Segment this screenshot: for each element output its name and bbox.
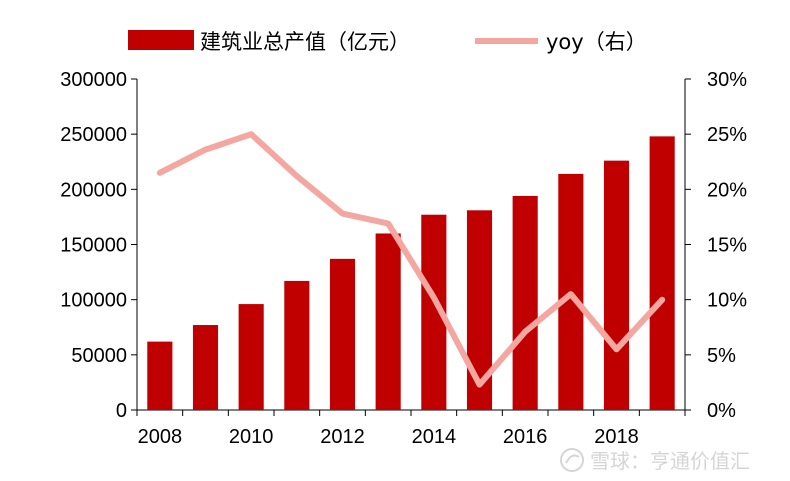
yoy-point-2012 bbox=[342, 213, 343, 215]
y-right-tick-label: 20% bbox=[707, 179, 747, 201]
yoy-point-2015 bbox=[479, 384, 480, 386]
bar-2018 bbox=[603, 160, 630, 410]
yoy-point-2009 bbox=[205, 149, 206, 151]
y-left-tick-label: 50000 bbox=[71, 345, 127, 367]
x-tick-label: 2010 bbox=[229, 426, 274, 448]
y-left-tick-label: 0 bbox=[116, 400, 127, 422]
legend-label-bar: 建筑业总产值（亿元） bbox=[200, 30, 410, 54]
y-right-tick-label: 15% bbox=[707, 235, 747, 257]
bar-series bbox=[147, 136, 675, 410]
legend-swatch-bar bbox=[128, 30, 194, 50]
y-left-tick-label: 250000 bbox=[60, 124, 127, 146]
yoy-point-2018 bbox=[616, 348, 617, 350]
axes: 0 50000 100000 150000 200000 250000 300000 0% 5%… bbox=[60, 69, 747, 448]
bar-2016 bbox=[512, 195, 538, 410]
bar-2009 bbox=[192, 325, 219, 410]
y-right-tick-label: 10% bbox=[707, 290, 747, 312]
yoy-point-2017 bbox=[570, 293, 572, 295]
bar-2010 bbox=[238, 304, 264, 410]
y-right-tick-label: 30% bbox=[707, 69, 747, 91]
y-left-tick-label: 300000 bbox=[60, 69, 127, 91]
legend-label-line: yoy（右） bbox=[546, 30, 647, 54]
y-right-tick-label: 25% bbox=[707, 124, 747, 146]
legend: 建筑业总产值（亿元） yoy（右） bbox=[128, 30, 647, 54]
x-tick-label: 2014 bbox=[412, 426, 457, 448]
bar-2012 bbox=[329, 258, 356, 410]
bar-2011 bbox=[284, 280, 310, 410]
y-left-tick-label: 150000 bbox=[60, 235, 127, 257]
y-right-tick-label: 0% bbox=[707, 400, 736, 422]
bar-2013 bbox=[375, 233, 401, 410]
line-series bbox=[156, 131, 666, 388]
y-left-tick-label: 200000 bbox=[60, 179, 127, 201]
yoy-point-2014 bbox=[433, 296, 435, 298]
yoy-point-2019 bbox=[661, 299, 663, 301]
x-tick-label: 2008 bbox=[138, 426, 183, 448]
yoy-point-2008 bbox=[159, 172, 161, 174]
y-left-tick-label: 100000 bbox=[60, 290, 127, 312]
bar-2008 bbox=[147, 341, 173, 410]
yoy-point-2011 bbox=[296, 175, 298, 177]
yoy-point-2013 bbox=[387, 223, 389, 225]
y-right-tick-label: 5% bbox=[707, 345, 736, 367]
bar-2019 bbox=[649, 136, 675, 410]
snowball-logo-icon bbox=[560, 448, 584, 472]
watermark-text: 雪球：亨通价值汇 bbox=[590, 449, 750, 473]
yoy-line bbox=[156, 131, 666, 388]
x-tick-label: 2018 bbox=[594, 426, 639, 448]
x-tick-label: 2012 bbox=[320, 426, 365, 448]
watermark: 雪球：亨通价值汇 bbox=[560, 448, 750, 473]
yoy-point-2016 bbox=[524, 331, 526, 333]
yoy-point-2010 bbox=[250, 133, 252, 135]
x-tick-label: 2016 bbox=[503, 426, 548, 448]
